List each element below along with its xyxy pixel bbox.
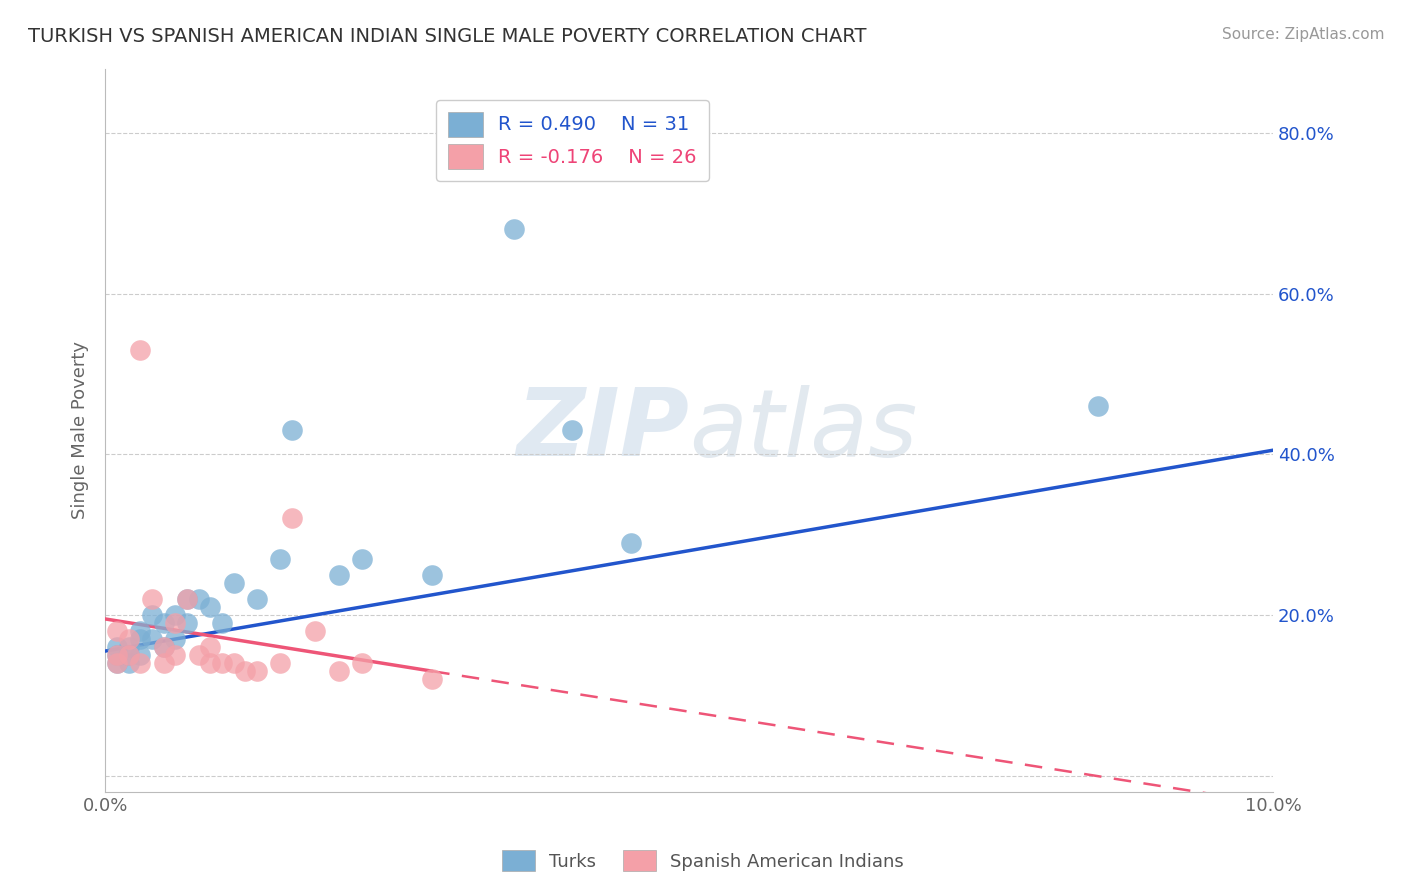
Text: TURKISH VS SPANISH AMERICAN INDIAN SINGLE MALE POVERTY CORRELATION CHART: TURKISH VS SPANISH AMERICAN INDIAN SINGL… (28, 27, 866, 45)
Point (246, 664, 269, 678)
Point (561, 423, 583, 437)
Point (129, 624, 152, 638)
Point (141, 591, 163, 606)
Point (620, 535, 643, 549)
Point (117, 656, 139, 670)
Legend: Turks, Spanish American Indians: Turks, Spanish American Indians (495, 843, 911, 879)
Point (141, 632, 163, 646)
Point (105, 656, 128, 670)
Point (105, 648, 128, 662)
Point (503, 222, 526, 236)
Point (200, 640, 222, 654)
Point (281, 511, 304, 525)
Point (152, 615, 174, 630)
Legend: R = 0.490    N = 31, R = -0.176    N = 26: R = 0.490 N = 31, R = -0.176 N = 26 (436, 100, 709, 181)
Point (105, 640, 128, 654)
Point (211, 615, 233, 630)
Point (420, 567, 443, 582)
Point (152, 640, 174, 654)
Point (328, 664, 350, 678)
Point (235, 664, 257, 678)
Point (141, 607, 163, 622)
Text: Source: ZipAtlas.com: Source: ZipAtlas.com (1222, 27, 1385, 42)
Point (165, 615, 187, 630)
Point (117, 648, 139, 662)
Point (352, 551, 374, 566)
Point (105, 648, 128, 662)
Point (165, 607, 187, 622)
Point (1087, 399, 1109, 413)
Point (222, 656, 245, 670)
Point (117, 640, 139, 654)
Point (304, 624, 326, 638)
Point (117, 632, 139, 646)
Point (176, 615, 198, 630)
Point (269, 656, 291, 670)
Point (129, 343, 152, 357)
Point (176, 591, 198, 606)
Text: atlas: atlas (689, 384, 917, 475)
Point (152, 656, 174, 670)
Point (105, 656, 128, 670)
Point (129, 632, 152, 646)
Text: ZIP: ZIP (516, 384, 689, 476)
Point (222, 575, 245, 590)
Point (420, 672, 443, 686)
Point (246, 591, 269, 606)
Point (200, 599, 222, 614)
Point (105, 624, 128, 638)
Point (187, 591, 209, 606)
Point (200, 656, 222, 670)
Point (165, 648, 187, 662)
Point (129, 648, 152, 662)
Point (352, 656, 374, 670)
Y-axis label: Single Male Poverty: Single Male Poverty (72, 341, 89, 519)
Point (176, 591, 198, 606)
Point (129, 656, 152, 670)
Point (187, 648, 209, 662)
Point (328, 567, 350, 582)
Point (117, 648, 139, 662)
Point (269, 551, 291, 566)
Point (152, 640, 174, 654)
Point (281, 423, 304, 437)
Point (211, 656, 233, 670)
Point (165, 632, 187, 646)
